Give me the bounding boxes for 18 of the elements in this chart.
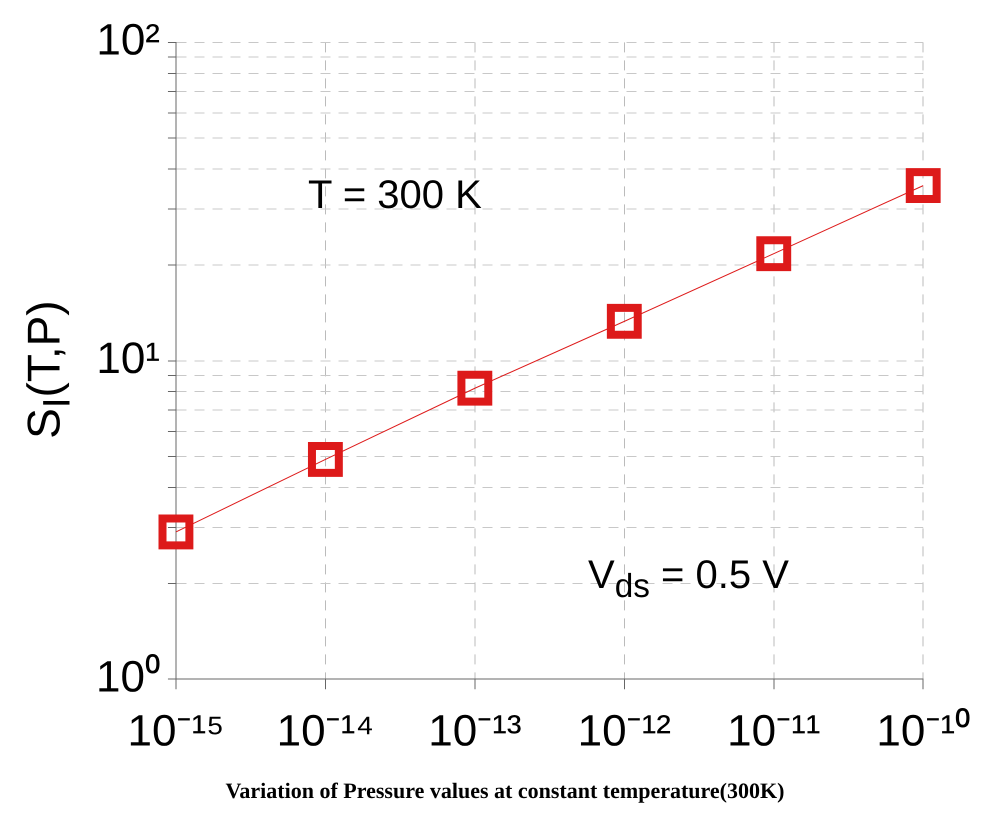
y-tick-label: 10¹: [96, 334, 160, 383]
x-tick-label: 10⁻¹⁴: [276, 706, 374, 756]
x-tick-label: 10⁻¹²: [578, 706, 671, 756]
x-tick-label: 10⁻¹³: [428, 706, 522, 756]
x-tick-label: 10⁻¹⁵: [128, 706, 224, 756]
x-tick-label: 10⁻¹¹: [727, 706, 820, 756]
y-tick-label: 10²: [96, 16, 160, 65]
annotation: V$_{ds}$ = 0.5 V: [588, 553, 789, 606]
annotation: T = 300 K: [308, 173, 482, 218]
point: [457, 370, 492, 406]
x-tick-label: 10⁻¹⁰: [876, 706, 970, 756]
point: [158, 514, 194, 550]
x-axis-title: Variation of Pressure values at constant temperature(300K): [224, 778, 786, 804]
point: [606, 304, 642, 339]
point: [756, 236, 792, 272]
point: [308, 442, 343, 477]
point: [906, 168, 941, 204]
y-tick-label: 10⁰: [96, 652, 160, 702]
